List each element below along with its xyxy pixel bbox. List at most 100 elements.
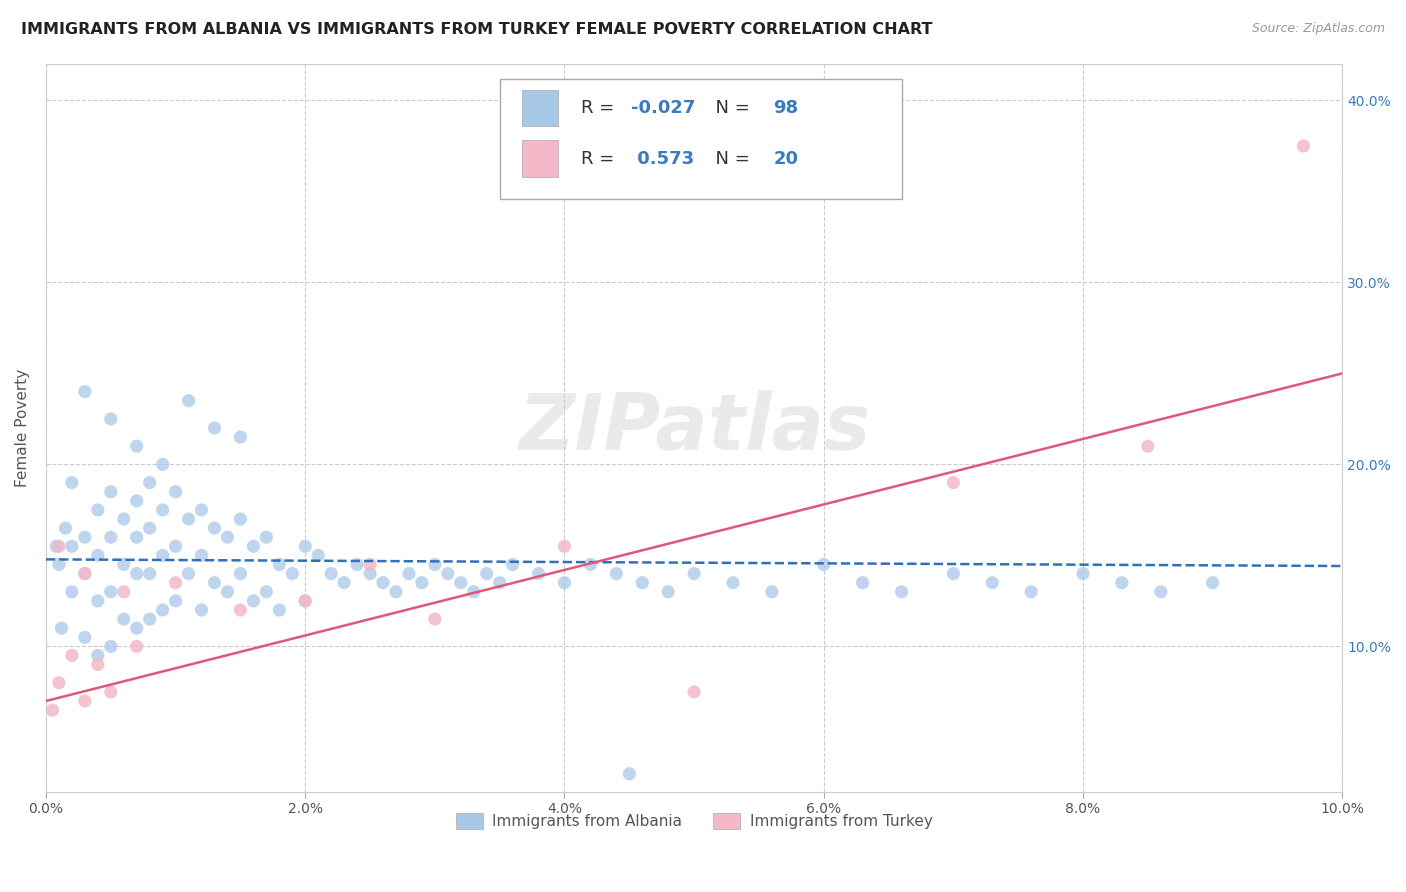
Text: -0.027: -0.027 [631,99,695,117]
Point [605,566,627,581]
Point [553,539,575,553]
Point [51,621,73,635]
Point [502,558,524,572]
Point [411,575,433,590]
Point [437,566,460,581]
Point [721,575,744,590]
Point [229,603,252,617]
Point [177,566,200,581]
Point [45,539,67,553]
Point [87,503,110,517]
Point [138,566,160,581]
Point [125,530,148,544]
Point [1150,584,1173,599]
Text: N =: N = [704,150,756,168]
Point [683,685,706,699]
Point [321,566,343,581]
Point [813,558,835,572]
Point [177,512,200,526]
Point [41,703,63,717]
Point [165,575,187,590]
Text: IMMIGRANTS FROM ALBANIA VS IMMIGRANTS FROM TURKEY FEMALE POVERTY CORRELATION CHA: IMMIGRANTS FROM ALBANIA VS IMMIGRANTS FR… [21,22,932,37]
Point [48,675,70,690]
Point [112,512,135,526]
Point [165,594,187,608]
Point [217,530,239,544]
Point [423,612,446,626]
Point [229,430,252,444]
Point [657,584,679,599]
Bar [522,140,558,177]
Point [73,630,96,644]
Point [1019,584,1042,599]
Point [112,558,135,572]
Point [48,558,70,572]
Point [333,575,356,590]
Point [346,558,368,572]
Point [385,584,408,599]
Point [281,566,304,581]
Text: N =: N = [704,99,756,117]
Point [579,558,602,572]
Point [60,648,83,663]
Text: R =: R = [581,150,620,168]
Point [269,558,291,572]
Point [138,521,160,535]
Point [761,584,783,599]
Text: ZIPatlas: ZIPatlas [517,390,870,466]
Point [1071,566,1094,581]
Point [55,521,77,535]
Bar [522,89,558,126]
Point [48,539,70,553]
Point [73,530,96,544]
Point [254,530,277,544]
Point [254,584,277,599]
FancyBboxPatch shape [499,78,901,199]
Text: 0.573: 0.573 [631,150,693,168]
Point [307,549,329,563]
Point [294,594,316,608]
Point [242,594,264,608]
Point [294,594,316,608]
Point [981,575,1004,590]
Point [112,584,135,599]
Point [87,594,110,608]
Point [190,503,212,517]
Point [683,566,706,581]
Point [125,621,148,635]
Point [294,539,316,553]
Y-axis label: Female Poverty: Female Poverty [15,369,30,487]
Point [60,539,83,553]
Point [229,566,252,581]
Point [125,439,148,453]
Point [152,503,174,517]
Point [242,539,264,553]
Point [125,566,148,581]
Point [1201,575,1223,590]
Point [204,521,226,535]
Point [165,484,187,499]
Text: R =: R = [581,99,620,117]
Point [125,640,148,654]
Point [100,530,122,544]
Point [73,384,96,399]
Point [359,558,381,572]
Point [152,458,174,472]
Point [152,603,174,617]
Point [359,566,381,581]
Point [942,475,965,490]
Point [73,694,96,708]
Point [229,512,252,526]
Point [112,612,135,626]
Point [152,549,174,563]
Point [423,558,446,572]
Point [204,421,226,435]
Point [73,566,96,581]
Point [138,612,160,626]
Point [488,575,510,590]
Point [100,412,122,426]
Point [87,648,110,663]
Point [177,393,200,408]
Point [527,566,550,581]
Text: 20: 20 [773,150,799,168]
